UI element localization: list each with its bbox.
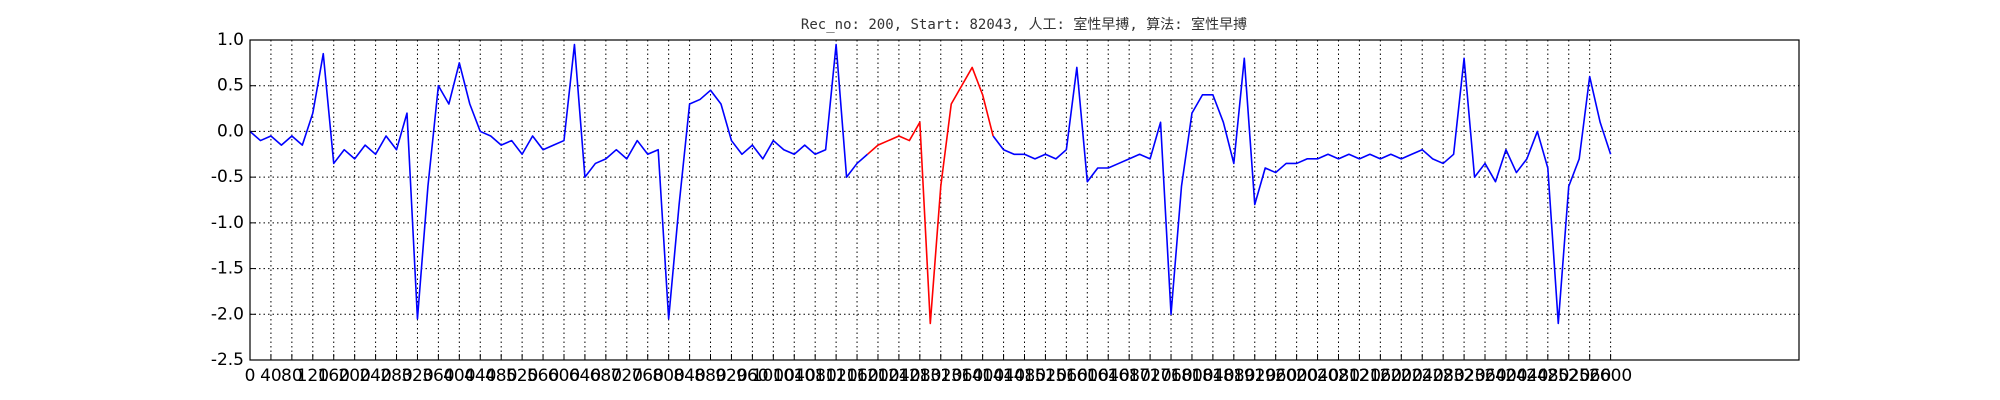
x-tick-label: 2520 bbox=[1547, 366, 1590, 386]
x-tick-label: 1240 bbox=[877, 366, 920, 386]
x-tick-label: 840 bbox=[673, 366, 705, 386]
x-tick-label: 800 bbox=[652, 366, 684, 386]
y-tick-label: -1.5 bbox=[211, 259, 244, 279]
x-tick-label: 880 bbox=[694, 366, 726, 386]
x-tick-label: 2160 bbox=[1359, 366, 1402, 386]
x-tick-label: 2400 bbox=[1484, 366, 1527, 386]
x-tick-label: 680 bbox=[590, 366, 622, 386]
x-tick-label: 1800 bbox=[1170, 366, 1213, 386]
x-tick-label: 1160 bbox=[835, 366, 878, 386]
x-tick-label: 120 bbox=[297, 366, 329, 386]
x-tick-label: 40 bbox=[260, 366, 282, 386]
y-tick-label: 0.0 bbox=[217, 121, 244, 141]
x-tick-label: 320 bbox=[401, 366, 433, 386]
x-tick-label: 2040 bbox=[1296, 366, 1339, 386]
x-tick-label: 640 bbox=[569, 366, 601, 386]
x-tick-label: 1720 bbox=[1128, 366, 1171, 386]
x-tick-label: 760 bbox=[631, 366, 663, 386]
x-tick-label: 2360 bbox=[1463, 366, 1506, 386]
x-tick-label: 1360 bbox=[940, 366, 983, 386]
x-tick-label: 2000 bbox=[1275, 366, 1318, 386]
x-tick-label: 720 bbox=[611, 366, 643, 386]
x-tick-label: 1520 bbox=[1024, 366, 1067, 386]
chart-title: Rec_no: 200, Start: 82043, 人工: 室性早搏, 算法:… bbox=[801, 16, 1247, 33]
x-tick-label: 1320 bbox=[919, 366, 962, 386]
x-tick-label: 1440 bbox=[982, 366, 1025, 386]
x-tick-label: 2280 bbox=[1422, 366, 1465, 386]
x-tick-label: 1640 bbox=[1087, 366, 1130, 386]
x-tick-label: 200 bbox=[338, 366, 370, 386]
x-tick-label: 400 bbox=[443, 366, 475, 386]
x-tick-label: 2600 bbox=[1589, 366, 1632, 386]
y-tick-label: -2.0 bbox=[211, 304, 244, 324]
series-line bbox=[249, 43, 1612, 325]
x-tick-label: 1680 bbox=[1108, 366, 1151, 386]
x-tick-label: 1120 bbox=[814, 366, 857, 386]
x-tick-label: 2320 bbox=[1442, 366, 1485, 386]
x-tick-label: 2480 bbox=[1526, 366, 1569, 386]
x-tick-label: 1960 bbox=[1254, 366, 1297, 386]
x-tick-label: 1280 bbox=[898, 366, 941, 386]
x-tick-label: 1880 bbox=[1212, 366, 1255, 386]
series-line bbox=[866, 66, 994, 325]
y-tick-label: -0.5 bbox=[211, 167, 244, 187]
x-tick-label: 600 bbox=[548, 366, 580, 386]
x-tick-label: 240 bbox=[359, 366, 391, 386]
x-tick-label: 1560 bbox=[1045, 366, 1088, 386]
x-tick-label: 2120 bbox=[1338, 366, 1381, 386]
x-tick-label: 2560 bbox=[1568, 366, 1611, 386]
x-tick-label: 440 bbox=[464, 366, 496, 386]
x-tick-label: 160 bbox=[318, 366, 350, 386]
x-tick-label: 1760 bbox=[1149, 366, 1192, 386]
x-tick-label: 280 bbox=[380, 366, 412, 386]
x-tick-label: 1040 bbox=[773, 366, 816, 386]
x-tick-label: 1480 bbox=[1003, 366, 1046, 386]
y-tick-label: -1.0 bbox=[211, 213, 244, 233]
x-tick-label: 520 bbox=[506, 366, 538, 386]
x-tick-label: 2200 bbox=[1380, 366, 1423, 386]
y-tick-label: 1.0 bbox=[217, 30, 244, 50]
plot-frame bbox=[249, 39, 1800, 361]
x-tick-label: 1200 bbox=[856, 366, 899, 386]
x-tick-label: 1840 bbox=[1191, 366, 1234, 386]
x-tick-label: 1000 bbox=[752, 366, 795, 386]
x-tick-label: 1920 bbox=[1233, 366, 1276, 386]
x-tick-label: 80 bbox=[281, 366, 303, 386]
x-tick-label: 2240 bbox=[1401, 366, 1444, 386]
x-tick-label: 360 bbox=[422, 366, 454, 386]
x-tick-label: 480 bbox=[485, 366, 517, 386]
x-tick-label: 2440 bbox=[1505, 366, 1548, 386]
x-tick-label: 1600 bbox=[1066, 366, 1109, 386]
x-tick-label: 1400 bbox=[961, 366, 1004, 386]
x-tick-label: 1080 bbox=[794, 366, 837, 386]
x-tick-label: 960 bbox=[736, 366, 768, 386]
x-tick-label: 560 bbox=[527, 366, 559, 386]
x-tick-label: 2080 bbox=[1317, 366, 1360, 386]
x-tick-label: 0 bbox=[245, 366, 256, 386]
y-tick-label: 0.5 bbox=[217, 76, 244, 96]
y-tick-label: -2.5 bbox=[211, 350, 244, 370]
x-tick-label: 920 bbox=[715, 366, 747, 386]
